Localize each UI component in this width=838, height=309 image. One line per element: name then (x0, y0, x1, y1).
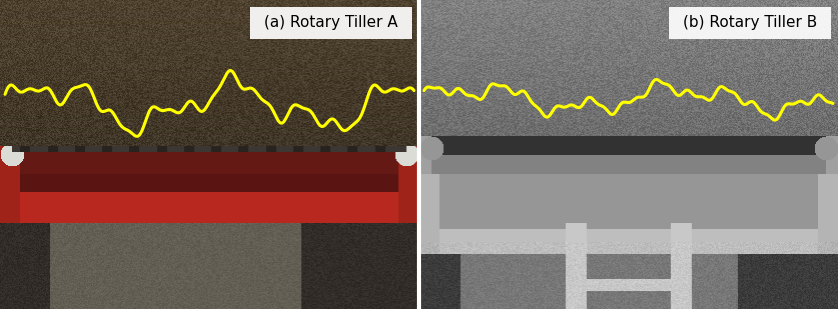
Text: (a) Rotary Tiller A: (a) Rotary Tiller A (264, 15, 398, 31)
FancyBboxPatch shape (669, 7, 831, 39)
Text: (b) Rotary Tiller B: (b) Rotary Tiller B (683, 15, 817, 31)
FancyBboxPatch shape (250, 7, 412, 39)
